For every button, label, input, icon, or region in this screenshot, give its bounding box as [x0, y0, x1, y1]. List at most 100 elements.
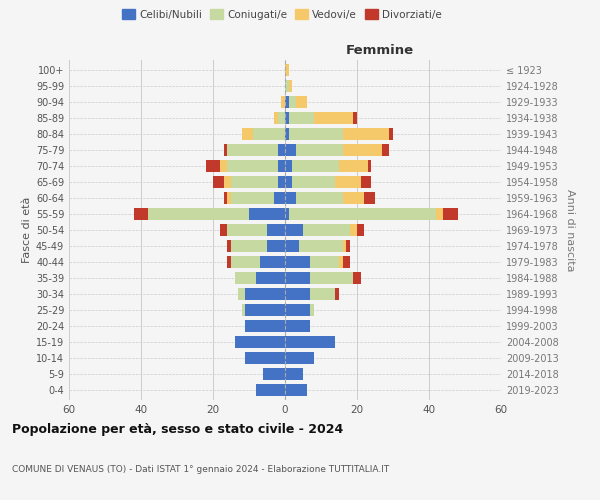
Bar: [296, 96, 307, 108]
Bar: [134, 208, 148, 220]
Bar: [148, 208, 249, 220]
Bar: [289, 80, 292, 92]
Bar: [260, 256, 285, 268]
Bar: [335, 176, 361, 188]
Bar: [353, 112, 357, 124]
Bar: [267, 240, 285, 252]
Bar: [289, 96, 296, 108]
Bar: [274, 112, 278, 124]
Bar: [285, 256, 310, 268]
Bar: [310, 256, 339, 268]
Bar: [368, 160, 371, 172]
Bar: [278, 176, 285, 188]
Bar: [227, 224, 267, 236]
Bar: [343, 144, 382, 156]
Bar: [285, 224, 303, 236]
Bar: [389, 128, 393, 140]
Bar: [285, 304, 310, 316]
Bar: [289, 112, 314, 124]
Bar: [285, 208, 289, 220]
Bar: [382, 144, 389, 156]
Bar: [224, 144, 227, 156]
Bar: [253, 128, 285, 140]
Bar: [339, 160, 368, 172]
Bar: [285, 144, 296, 156]
Bar: [285, 96, 289, 108]
Bar: [274, 192, 285, 204]
Bar: [292, 160, 339, 172]
Bar: [235, 336, 285, 348]
Bar: [285, 288, 310, 300]
Bar: [285, 80, 289, 92]
Bar: [278, 112, 285, 124]
Bar: [314, 112, 353, 124]
Bar: [227, 256, 231, 268]
Bar: [285, 272, 310, 284]
Bar: [285, 160, 292, 172]
Bar: [296, 144, 343, 156]
Bar: [231, 256, 260, 268]
Bar: [285, 112, 289, 124]
Bar: [364, 192, 375, 204]
Bar: [220, 160, 227, 172]
Bar: [285, 192, 296, 204]
Bar: [281, 96, 285, 108]
Text: Femmine: Femmine: [346, 44, 414, 57]
Text: Popolazione per età, sesso e stato civile - 2024: Popolazione per età, sesso e stato civil…: [12, 422, 343, 436]
Bar: [245, 352, 285, 364]
Bar: [256, 272, 285, 284]
Bar: [249, 208, 285, 220]
Bar: [245, 288, 285, 300]
Bar: [443, 208, 458, 220]
Bar: [292, 176, 335, 188]
Bar: [227, 192, 231, 204]
Bar: [339, 256, 343, 268]
Bar: [206, 160, 220, 172]
Bar: [285, 368, 303, 380]
Bar: [343, 240, 346, 252]
Text: COMUNE DI VENAUS (TO) - Dati ISTAT 1° gennaio 2024 - Elaborazione TUTTITALIA.IT: COMUNE DI VENAUS (TO) - Dati ISTAT 1° ge…: [12, 465, 389, 474]
Bar: [220, 224, 227, 236]
Bar: [361, 176, 371, 188]
Bar: [285, 384, 307, 396]
Bar: [227, 144, 278, 156]
Bar: [303, 224, 350, 236]
Bar: [231, 240, 267, 252]
Bar: [231, 176, 278, 188]
Bar: [227, 240, 231, 252]
Bar: [227, 160, 278, 172]
Bar: [343, 128, 389, 140]
Bar: [299, 240, 343, 252]
Bar: [285, 240, 299, 252]
Bar: [285, 176, 292, 188]
Bar: [242, 304, 245, 316]
Bar: [245, 304, 285, 316]
Bar: [343, 192, 364, 204]
Bar: [224, 192, 227, 204]
Bar: [335, 288, 339, 300]
Bar: [289, 208, 436, 220]
Bar: [263, 368, 285, 380]
Bar: [245, 320, 285, 332]
Bar: [285, 64, 289, 76]
Bar: [242, 128, 253, 140]
Bar: [224, 176, 231, 188]
Bar: [285, 128, 289, 140]
Y-axis label: Fasce di età: Fasce di età: [22, 197, 32, 263]
Bar: [310, 272, 353, 284]
Bar: [238, 288, 245, 300]
Bar: [285, 336, 335, 348]
Bar: [267, 224, 285, 236]
Y-axis label: Anni di nascita: Anni di nascita: [565, 188, 575, 271]
Bar: [231, 192, 274, 204]
Bar: [310, 304, 314, 316]
Bar: [346, 240, 350, 252]
Bar: [353, 272, 361, 284]
Bar: [285, 352, 314, 364]
Bar: [278, 144, 285, 156]
Bar: [357, 224, 364, 236]
Bar: [235, 272, 256, 284]
Bar: [436, 208, 443, 220]
Bar: [343, 256, 350, 268]
Bar: [350, 224, 357, 236]
